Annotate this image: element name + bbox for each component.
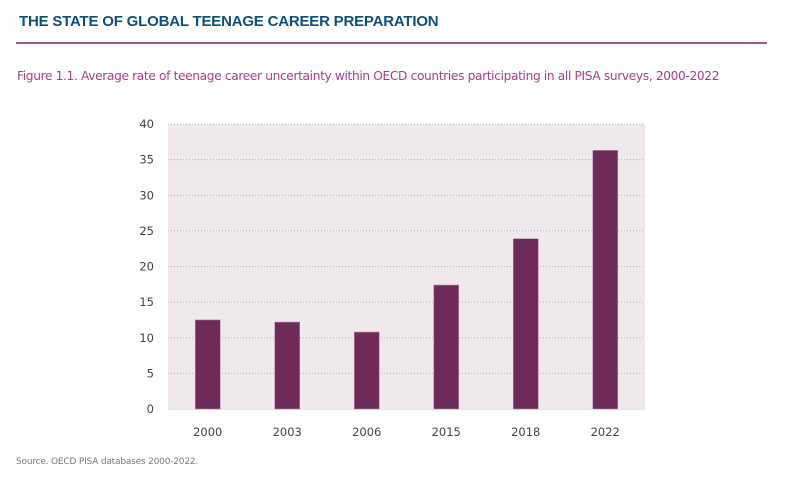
x-axis: 2000 2003 2006 2015 2018 2022 [193,425,620,439]
y-tick-label: 20 [139,260,154,274]
bar-2022 [592,150,619,410]
x-tick-label: 2018 [511,425,540,439]
bar-2006 [353,331,380,410]
header-title: THE STATE OF GLOBAL TEENAGE CAREER PREPA… [19,13,439,30]
y-tick-label: 5 [147,366,154,380]
figure-title: Figure 1.1. Average rate of teenage care… [17,69,720,83]
header-divider [16,42,767,44]
bar-2000 [194,319,221,410]
x-tick-label: 2003 [273,425,302,439]
y-tick-label: 30 [139,188,154,202]
y-axis: 0 5 10 15 20 25 30 35 40 [139,117,154,416]
x-tick-label: 2015 [432,425,461,439]
plot-area [168,124,645,410]
y-tick-label: 0 [147,402,154,416]
source-note: Source. OECD PISA databases 2000-2022. [16,457,199,467]
bar-2003 [274,321,301,410]
bars [194,150,619,410]
bar-2018 [512,238,539,410]
y-tick-label: 25 [139,224,154,238]
y-tick-label: 35 [139,153,154,167]
x-tick-label: 2022 [591,425,620,439]
bar-2015 [433,284,460,410]
x-tick-label: 2000 [193,425,222,439]
x-tick-label: 2006 [352,425,381,439]
y-tick-label: 10 [139,331,154,345]
y-tick-label: 15 [139,295,154,309]
y-tick-label: 40 [139,117,154,131]
